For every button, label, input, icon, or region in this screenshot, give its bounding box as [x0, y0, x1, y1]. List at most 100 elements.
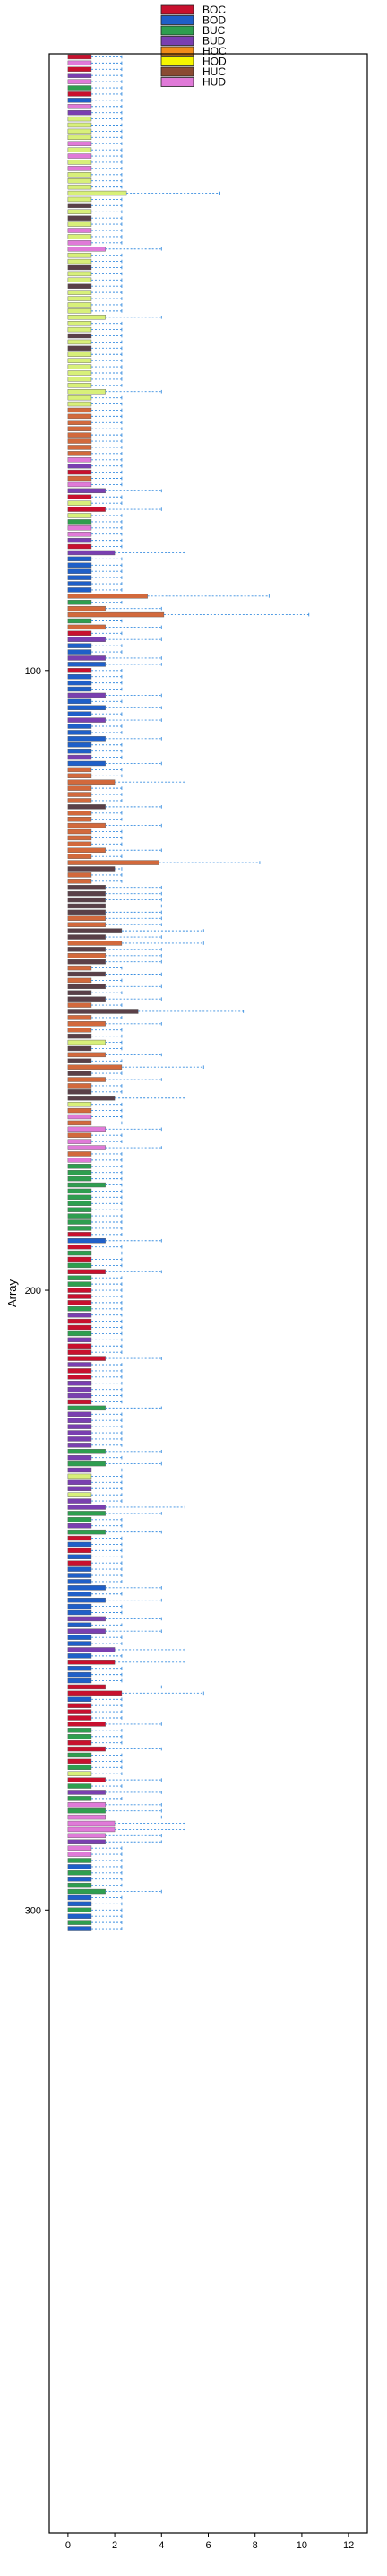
x-tick-label: 0 [65, 2540, 71, 2551]
bar [67, 1802, 106, 1808]
bar [67, 1901, 92, 1907]
bar [67, 915, 106, 921]
bar [67, 1566, 92, 1572]
bar [67, 1641, 92, 1646]
legend-label: HUC [202, 65, 226, 78]
bar [67, 265, 92, 271]
bar [67, 760, 106, 767]
bar [67, 339, 92, 345]
legend-label: HOD [202, 56, 227, 68]
bar [67, 308, 92, 314]
x-tick-label: 8 [253, 2540, 258, 2551]
bar [67, 841, 92, 847]
bar [67, 1609, 92, 1616]
bar [67, 804, 106, 810]
bar [67, 1826, 116, 1833]
bar [67, 1114, 92, 1120]
bar [67, 73, 92, 78]
bar [67, 438, 92, 444]
bar [67, 605, 106, 611]
bar [67, 1622, 92, 1628]
bar [67, 426, 92, 431]
whiskers-layer [90, 55, 310, 1930]
bar [67, 1603, 92, 1609]
bar [67, 705, 106, 710]
bar [67, 172, 92, 178]
bar [67, 1877, 92, 1882]
bar [67, 1523, 92, 1529]
bar [67, 742, 92, 748]
bar [67, 128, 92, 134]
bar [67, 686, 92, 692]
bar [67, 811, 92, 816]
bar [67, 1703, 92, 1708]
bar [67, 1858, 92, 1863]
bar [67, 1300, 92, 1305]
legend-swatch [160, 4, 194, 15]
bar [67, 947, 106, 952]
bar [67, 792, 92, 797]
bar [67, 519, 92, 525]
x-axis: 0 2 4 6 8 10 12 [65, 2533, 354, 2551]
bar [67, 1170, 92, 1175]
bar [67, 941, 123, 946]
bar [67, 668, 92, 673]
bar [67, 965, 92, 971]
bar [67, 1375, 92, 1380]
bar [67, 1535, 92, 1541]
y-axis-title: Array [5, 1279, 19, 1307]
bar [67, 1194, 92, 1201]
bar [67, 1709, 92, 1714]
bar [67, 98, 92, 103]
bar [67, 817, 92, 822]
bar [67, 525, 92, 531]
bar [67, 1758, 92, 1765]
bar [67, 1175, 92, 1182]
bar [67, 252, 92, 258]
bar [67, 1783, 92, 1789]
bar [67, 1765, 92, 1770]
bar [67, 1077, 106, 1082]
bar [67, 754, 92, 760]
bar [67, 326, 92, 333]
bar [67, 1882, 92, 1888]
bar [67, 1238, 106, 1244]
bar [67, 1343, 92, 1349]
bar [67, 1467, 92, 1473]
bar [67, 649, 92, 655]
bar [67, 854, 92, 859]
bar [67, 1660, 116, 1665]
bar [67, 1505, 106, 1510]
bar [67, 1845, 92, 1851]
bar [67, 1920, 92, 1925]
bar [67, 1579, 92, 1584]
bar [67, 1790, 106, 1795]
y-tick-label: 300 [25, 1905, 41, 1916]
bar [67, 513, 92, 518]
bar [67, 1226, 92, 1231]
bar [67, 1120, 92, 1126]
bar [67, 1331, 92, 1337]
bar [67, 562, 92, 568]
bar [67, 1796, 92, 1801]
bar [67, 1182, 106, 1188]
bar [67, 556, 92, 562]
bar [67, 568, 92, 574]
bar [67, 463, 92, 469]
bar [67, 1443, 92, 1448]
legend-swatch [160, 66, 194, 77]
bar [67, 271, 92, 277]
bar [67, 1288, 92, 1293]
bar [67, 122, 92, 128]
bar [67, 134, 92, 141]
bar [67, 507, 106, 512]
bar [67, 1529, 106, 1535]
bar [67, 953, 106, 958]
legend-swatch [160, 77, 194, 87]
bar [67, 909, 106, 915]
bar [67, 934, 106, 940]
bar [67, 413, 92, 420]
bar [67, 1033, 92, 1039]
bar [67, 1201, 92, 1206]
bar [67, 481, 92, 488]
